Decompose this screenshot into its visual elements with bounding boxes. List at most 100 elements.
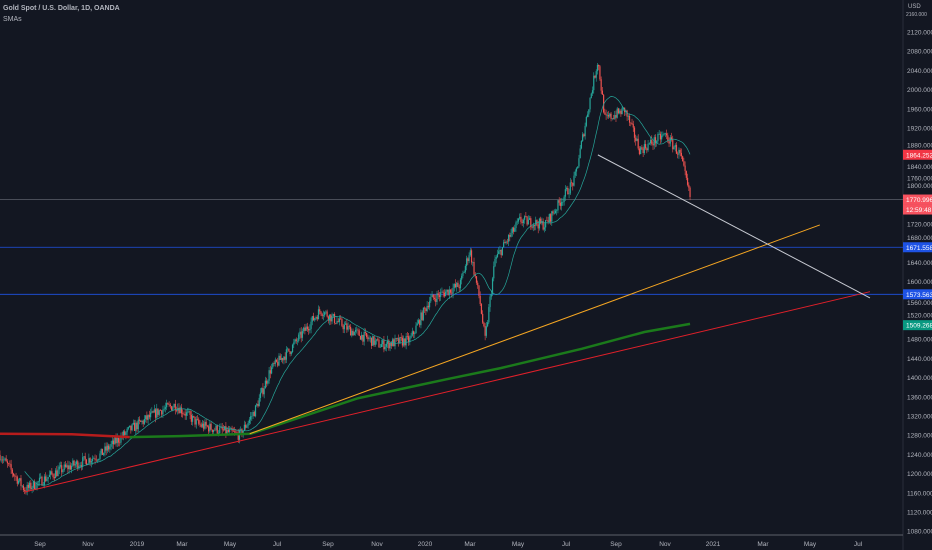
candle-body bbox=[495, 257, 497, 259]
candle-body bbox=[173, 403, 175, 408]
candle-body bbox=[572, 182, 574, 186]
candle-body bbox=[241, 429, 243, 435]
candle-body bbox=[129, 425, 131, 428]
y-tick-label: 1360.000 bbox=[907, 394, 932, 401]
candle-body bbox=[553, 213, 555, 214]
candle-body bbox=[364, 332, 366, 333]
candle-body bbox=[420, 312, 422, 326]
candle-body bbox=[531, 227, 533, 228]
candle-body bbox=[463, 271, 465, 273]
candle-body bbox=[138, 419, 141, 421]
candle-body bbox=[257, 404, 259, 407]
candle-body bbox=[166, 403, 168, 408]
candle-body bbox=[27, 484, 29, 488]
candle-body bbox=[468, 255, 470, 262]
x-tick-label: Mar bbox=[176, 541, 188, 548]
candle-body bbox=[515, 222, 517, 229]
candle-body bbox=[147, 414, 149, 420]
candle-body bbox=[4, 458, 6, 460]
candle-body bbox=[78, 466, 80, 469]
candle-body bbox=[169, 404, 171, 407]
x-tick-label: Sep bbox=[322, 541, 334, 548]
candle-body bbox=[610, 113, 612, 119]
candle-body bbox=[30, 482, 32, 490]
candle-body bbox=[568, 193, 570, 195]
candle-body bbox=[607, 115, 610, 117]
candle-body bbox=[590, 93, 592, 98]
price-label: 1864.252 bbox=[906, 152, 932, 159]
candle-body bbox=[462, 272, 464, 276]
candle-body bbox=[170, 406, 173, 411]
candle-body bbox=[665, 133, 668, 136]
candle-body bbox=[235, 431, 237, 433]
candle-body bbox=[586, 114, 589, 117]
candle-body bbox=[0, 454, 1, 461]
candle-body bbox=[357, 329, 359, 331]
price-label-bg bbox=[903, 149, 932, 160]
candle-body bbox=[267, 380, 269, 384]
candle-body bbox=[482, 313, 484, 323]
candle-body bbox=[546, 220, 548, 221]
candle-body bbox=[378, 339, 380, 348]
candle-body bbox=[491, 278, 494, 295]
candles bbox=[0, 62, 691, 496]
price-label-bg bbox=[903, 289, 932, 300]
candle-body bbox=[427, 305, 429, 308]
candle-body bbox=[342, 325, 344, 330]
candle-body bbox=[380, 344, 383, 348]
candle-body bbox=[8, 463, 10, 464]
candle-body bbox=[219, 427, 221, 434]
candle-body bbox=[104, 446, 106, 453]
candle-body bbox=[598, 64, 600, 67]
candle-body bbox=[648, 143, 650, 144]
y-tick-label: 1840.000 bbox=[907, 164, 932, 171]
candle-body bbox=[658, 133, 660, 135]
candle-body bbox=[288, 348, 290, 352]
candle-body bbox=[114, 437, 116, 445]
candle-body bbox=[184, 413, 186, 416]
candle-body bbox=[95, 459, 97, 461]
candle-body bbox=[670, 137, 673, 140]
candle-body bbox=[290, 352, 292, 354]
candle-body bbox=[575, 168, 578, 172]
candle-body bbox=[611, 118, 613, 119]
y-tick-label: 1520.000 bbox=[907, 313, 932, 320]
candle-body bbox=[251, 415, 253, 417]
candle-body bbox=[210, 423, 212, 430]
y-tick-label: 1200.000 bbox=[907, 471, 932, 478]
candle-body bbox=[227, 429, 229, 432]
candle-body bbox=[649, 139, 652, 144]
candle-body bbox=[426, 305, 428, 312]
candle-body bbox=[628, 116, 631, 123]
sma-long-line-green bbox=[129, 322, 691, 439]
y-tick-label: 1400.000 bbox=[907, 375, 932, 382]
x-tick-label: 2019 bbox=[130, 541, 145, 548]
candle-body bbox=[659, 133, 662, 140]
candle-body bbox=[557, 200, 559, 211]
candle-body bbox=[579, 148, 581, 159]
candle-body bbox=[125, 432, 127, 435]
candle-body bbox=[272, 363, 274, 368]
candle-body bbox=[405, 336, 407, 346]
candle-body bbox=[320, 311, 322, 315]
candle-body bbox=[306, 326, 308, 330]
candle-body bbox=[596, 64, 599, 72]
candle-body bbox=[477, 282, 479, 286]
candle-body bbox=[504, 242, 506, 244]
candle-body bbox=[348, 326, 350, 327]
candle-body bbox=[187, 411, 189, 413]
candle-body bbox=[330, 314, 332, 322]
y-tick-label: 1080.000 bbox=[907, 529, 932, 536]
candle-body bbox=[525, 216, 527, 217]
candle-body bbox=[652, 143, 654, 146]
candle-body bbox=[151, 411, 153, 413]
candle-body bbox=[382, 340, 384, 345]
candle-body bbox=[479, 295, 481, 304]
candle-body bbox=[131, 424, 133, 431]
indicator-label[interactable]: SMAs bbox=[3, 16, 22, 23]
candle-body bbox=[589, 97, 591, 110]
candle-body bbox=[573, 175, 575, 186]
candle-body bbox=[278, 355, 280, 366]
